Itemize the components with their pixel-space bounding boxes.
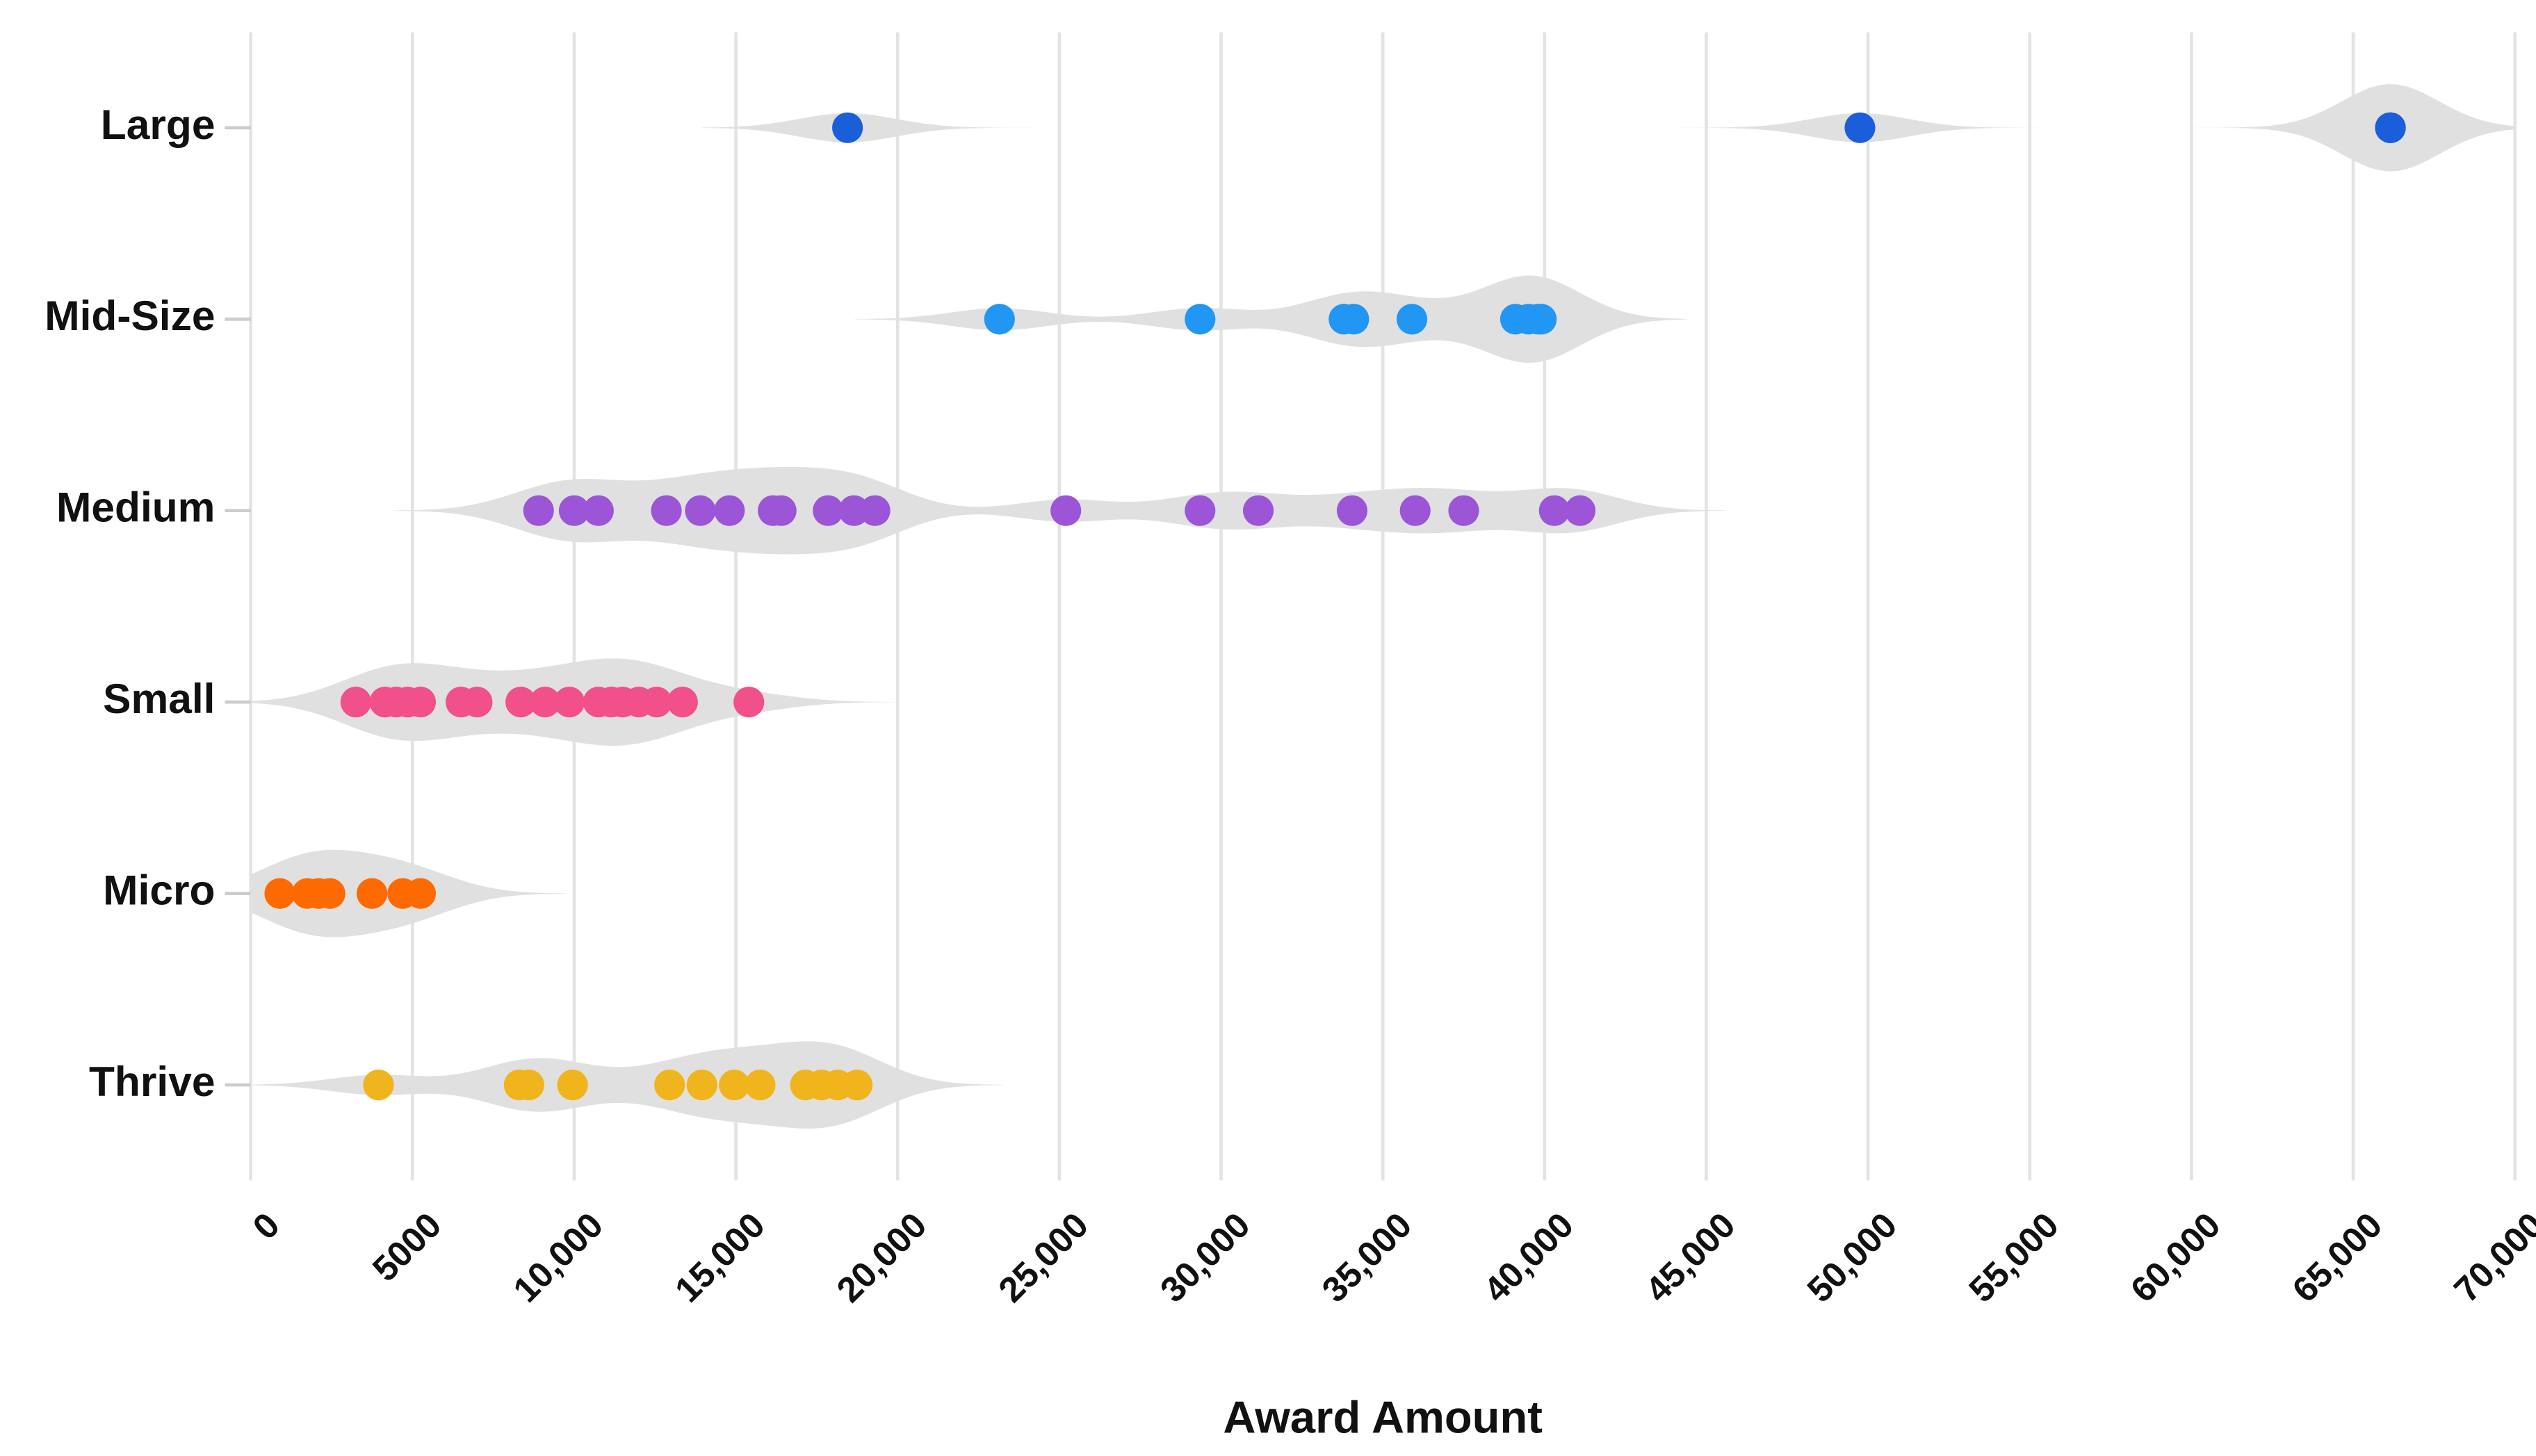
dot — [719, 1069, 750, 1101]
dot — [654, 1069, 685, 1101]
dot — [505, 687, 537, 718]
dot — [667, 687, 698, 718]
dot — [314, 878, 346, 909]
dot — [1448, 495, 1479, 526]
dot — [832, 112, 863, 143]
x-tick-label: 20,000 — [829, 1205, 934, 1310]
y-tick-label: Small — [103, 675, 215, 722]
x-tick-label: 5000 — [365, 1205, 449, 1289]
dot — [686, 1069, 717, 1101]
x-axis-title: Award Amount — [1223, 1391, 1543, 1442]
x-tick-label: 55,000 — [1961, 1205, 2066, 1310]
dot — [462, 687, 493, 718]
dot — [2375, 112, 2406, 143]
x-tick-label: 50,000 — [1800, 1205, 1905, 1310]
dot — [1338, 304, 1369, 335]
dot — [405, 878, 437, 909]
dot — [553, 687, 585, 718]
dot — [529, 687, 561, 718]
violin — [854, 275, 1687, 363]
dot — [557, 1069, 588, 1101]
x-tick-label: 45,000 — [1638, 1205, 1743, 1310]
dot — [1564, 495, 1596, 526]
dot — [984, 304, 1015, 335]
y-tick-label: Medium — [56, 484, 215, 531]
y-tick-label: Large — [101, 101, 216, 148]
x-tick-label: 10,000 — [505, 1205, 610, 1310]
dot — [859, 495, 891, 526]
y-tick-label: Thrive — [89, 1058, 215, 1105]
x-tick-label: 35,000 — [1315, 1205, 1420, 1310]
x-tick-label: 40,000 — [1476, 1205, 1581, 1310]
y-tick-label: Micro — [103, 867, 215, 914]
x-tick-label: 15,000 — [667, 1205, 772, 1310]
dot — [765, 495, 797, 526]
dot — [1399, 495, 1431, 526]
dot — [1185, 495, 1216, 526]
dot — [1336, 495, 1368, 526]
dot — [1185, 304, 1216, 335]
dot — [1844, 112, 1876, 143]
dot — [513, 1069, 544, 1101]
dot — [838, 495, 870, 526]
dot — [714, 495, 745, 526]
dot — [264, 878, 295, 909]
x-tick-label: 60,000 — [2123, 1205, 2228, 1310]
dot — [641, 687, 672, 718]
dot — [1242, 495, 1274, 526]
violin — [701, 83, 2515, 172]
x-tick-label: 30,000 — [1153, 1205, 1258, 1310]
dot — [583, 495, 614, 526]
dot — [1526, 304, 1557, 335]
dot — [405, 687, 437, 718]
dot — [733, 687, 765, 718]
dot — [745, 1069, 776, 1101]
dot — [558, 495, 590, 526]
dot — [363, 1069, 394, 1101]
x-tick-label: 25,000 — [991, 1205, 1096, 1310]
dot — [340, 687, 371, 718]
dot — [841, 1069, 873, 1101]
dot — [1538, 495, 1570, 526]
dot — [1050, 495, 1082, 526]
x-tick-label: 65,000 — [2285, 1205, 2390, 1310]
y-tick-label: Mid-Size — [44, 292, 215, 339]
x-tick-label: 70,000 — [2446, 1205, 2536, 1310]
dot — [651, 495, 682, 526]
dot — [1396, 304, 1428, 335]
dot — [523, 495, 554, 526]
dot — [357, 878, 388, 909]
x-tick-label: 0 — [245, 1205, 287, 1247]
violin — [250, 1041, 1003, 1129]
dot — [685, 495, 716, 526]
dot — [813, 495, 844, 526]
